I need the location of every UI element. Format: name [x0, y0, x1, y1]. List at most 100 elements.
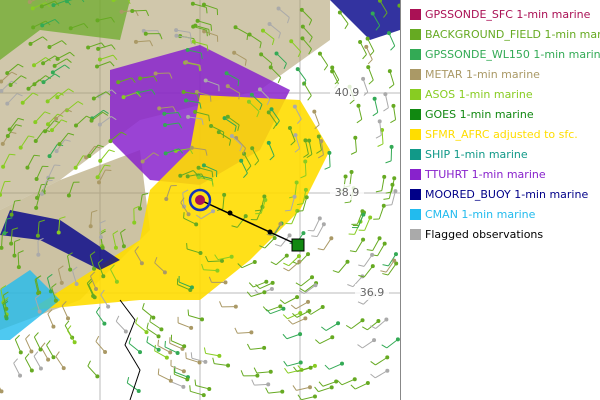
wind-barb: [379, 121, 382, 136]
wind-barb: [308, 140, 313, 155]
barb-flag: [370, 361, 376, 366]
wind-barb: [30, 36, 43, 45]
wind-barb: [207, 260, 222, 263]
barb-flag: [231, 225, 238, 228]
barb-station: [372, 96, 377, 101]
barb-station: [56, 230, 61, 235]
barb-flag: [283, 262, 289, 267]
barb-station: [391, 103, 396, 108]
wind-barb: [363, 254, 373, 267]
barb-flag: [345, 324, 352, 330]
wind-barb: [176, 35, 191, 39]
wind-barb: [203, 164, 217, 172]
wind-barbs: [0, 0, 407, 400]
wind-barb: [1, 80, 12, 92]
wind-barb: [386, 338, 399, 349]
barb-station: [184, 60, 189, 65]
barb-station: [66, 193, 71, 198]
barb-flag: [110, 264, 115, 270]
wind-barb: [290, 40, 302, 52]
wind-barb: [33, 356, 42, 369]
barb-station: [26, 86, 31, 91]
wind-barb: [25, 338, 32, 352]
barb-flag: [154, 257, 158, 264]
barb-station: [278, 221, 283, 226]
barb-station: [383, 92, 388, 97]
barb-flag: [112, 230, 119, 235]
barb-flag: [314, 339, 321, 344]
barb-flag: [189, 37, 193, 44]
barb-flag: [254, 289, 260, 295]
barb-flag: [205, 149, 208, 156]
legend-swatch: [410, 9, 421, 20]
legend-label: GPSSONDE_WL150 1-min marine: [425, 48, 600, 61]
barb-flag: [251, 379, 255, 386]
barb-flag: [17, 63, 24, 68]
barb-station: [5, 71, 10, 76]
wind-barb: [49, 144, 58, 157]
wind-barb: [375, 319, 387, 329]
wind-barb: [32, 20, 46, 28]
wind-barb: [99, 54, 114, 61]
wind-barb: [203, 30, 218, 37]
barb-flag: [64, 320, 70, 326]
barb-station: [51, 3, 56, 8]
barb-station: [46, 175, 51, 180]
wind-barb: [198, 175, 213, 180]
barb-station: [301, 231, 306, 236]
barb-station: [91, 96, 96, 101]
barb-station: [381, 203, 386, 208]
wind-barb: [286, 333, 301, 340]
barb-station: [393, 189, 398, 194]
barb-station: [201, 2, 206, 7]
barb-flag: [14, 238, 21, 243]
track-point: [267, 229, 273, 235]
barb-flag: [278, 32, 281, 39]
barb-flag: [314, 386, 319, 392]
wind-barb: [159, 106, 174, 109]
barb-station: [191, 39, 196, 44]
legend-label: METAR 1-min marine: [425, 68, 540, 81]
barb-station: [54, 116, 59, 121]
barb-station: [295, 295, 300, 300]
barb-flag: [206, 30, 208, 37]
barb-flag: [16, 93, 23, 97]
barb-station: [89, 118, 94, 123]
wind-barb: [224, 117, 237, 127]
barb-station: [191, 24, 196, 29]
barb-station: [73, 165, 78, 170]
wind-barb: [210, 125, 224, 133]
barb-station: [178, 173, 183, 178]
barb-flag: [54, 55, 61, 60]
barb-station: [298, 360, 303, 365]
barb-flag: [307, 95, 312, 101]
barb-station: [139, 261, 144, 266]
barb-station: [303, 159, 308, 164]
barb-station: [45, 99, 50, 104]
barb-station: [30, 6, 35, 11]
barb-flag: [192, 170, 198, 176]
barb-flag: [283, 267, 289, 272]
wind-barb: [29, 0, 36, 3]
barb-flag: [205, 7, 208, 14]
wind-barb: [58, 218, 61, 233]
barb-station: [5, 133, 10, 138]
barb-flag: [178, 122, 183, 129]
barb-station: [164, 197, 169, 202]
wind-barb: [295, 301, 309, 310]
barb-station: [61, 366, 66, 371]
wind-barb: [34, 111, 46, 123]
wind-barb: [98, 169, 106, 183]
barb-station: [364, 44, 369, 49]
wind-barb: [49, 40, 63, 48]
wind-barb: [42, 18, 56, 26]
wind-barb: [235, 26, 249, 35]
sfmr-region: [30, 95, 330, 310]
barb-flag: [259, 104, 263, 111]
legend-label: GPSSONDE_SFC 1-min marine: [425, 8, 591, 21]
barb-flag: [344, 201, 351, 204]
barb-station: [300, 24, 305, 29]
goes-marker: [291, 238, 305, 252]
barb-flag: [54, 73, 61, 78]
barb-station: [233, 25, 238, 30]
